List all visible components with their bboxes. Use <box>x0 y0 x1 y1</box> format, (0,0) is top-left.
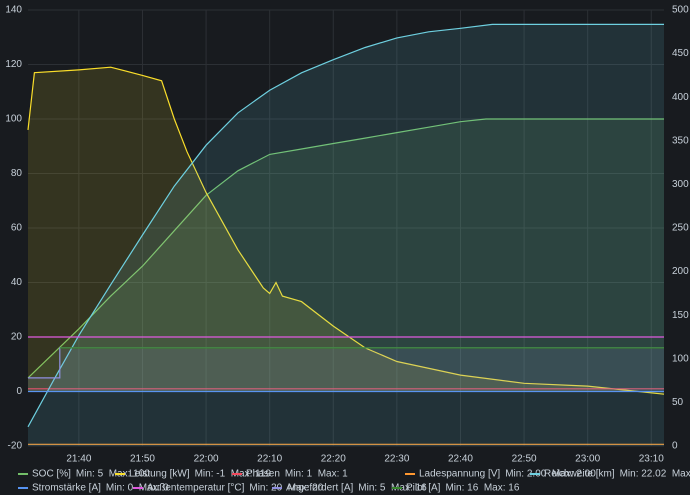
series-line <box>27 118 664 379</box>
legend-label: SOC [%] <box>32 469 71 480</box>
x-tick-label: 23:10 <box>639 454 664 465</box>
legend-swatch <box>18 473 28 475</box>
series-area <box>28 119 664 392</box>
x-tick-label: 22:00 <box>194 454 219 465</box>
y-tick-label: 0 <box>16 386 22 397</box>
legend-label: Stromstärke [A] <box>32 483 101 494</box>
y-tick-label: 40 <box>11 277 23 288</box>
series-area <box>28 24 664 447</box>
y2-tick-label: 250 <box>672 223 689 234</box>
y-tick-label: 80 <box>11 168 23 179</box>
legend-label: Leistung [kW] <box>129 469 190 480</box>
legend-stats: Min: 20 Max: 20 <box>249 483 323 494</box>
legend-stats: Min: 1 Max: 1 <box>285 469 348 480</box>
y2-tick-label: 500 <box>672 5 689 16</box>
legend-stats: Min: 5 Max: 100 <box>76 469 150 480</box>
series-line <box>27 23 664 428</box>
series-area <box>28 347 664 392</box>
y2-tick-label: 0 <box>672 441 678 452</box>
y2-tick-label: 50 <box>672 397 684 408</box>
x-tick-label: 22:30 <box>384 454 409 465</box>
legend-label: Reichweite [km] <box>544 469 615 480</box>
y2-tick-label: 450 <box>672 48 689 59</box>
y-tick-label: -20 <box>8 441 23 452</box>
y-tick-label: 100 <box>5 114 22 125</box>
legend-swatch <box>232 473 242 475</box>
legend-swatch <box>392 487 402 489</box>
y-tick-label: 20 <box>11 332 23 343</box>
y-tick-label: 120 <box>5 59 22 70</box>
legend-stats: Min: 22.02 Max: 483.45 <box>620 469 690 480</box>
legend-label: Außentemperatur [°C] <box>147 483 245 494</box>
x-tick-label: 21:40 <box>66 454 91 465</box>
x-tick-label: 22:20 <box>321 454 346 465</box>
legend-swatch <box>530 473 540 475</box>
x-tick-label: 22:10 <box>257 454 282 465</box>
y2-tick-label: 300 <box>672 179 689 190</box>
x-tick-label: 22:40 <box>448 454 473 465</box>
legend-swatch <box>18 487 28 489</box>
legend-stats: Min: 16 Max: 16 <box>445 483 519 494</box>
legend-swatch <box>133 487 143 489</box>
series-line <box>27 66 665 395</box>
y2-tick-label: 100 <box>672 353 689 364</box>
x-tick-label: 22:50 <box>512 454 537 465</box>
x-tick-label: 21:50 <box>130 454 155 465</box>
y2-tick-label: 350 <box>672 135 689 146</box>
series-area <box>28 67 664 395</box>
legend-swatch <box>115 473 125 475</box>
legend-stats: Min: 2.00 Max: 2.00 <box>505 469 596 480</box>
legend-swatch <box>272 487 282 489</box>
legend-label: Phasen <box>246 469 280 480</box>
legend-label: Pilot [A] <box>406 483 441 494</box>
legend-label: Angefordert [A] <box>286 483 353 494</box>
y2-tick-label: 400 <box>672 92 689 103</box>
legend-swatch <box>405 473 415 475</box>
legend-label: Ladespannung [V] <box>419 469 500 480</box>
y2-tick-label: 150 <box>672 310 689 321</box>
y-tick-label: 60 <box>11 223 23 234</box>
y-tick-label: 140 <box>5 5 22 16</box>
y2-tick-label: 200 <box>672 266 689 277</box>
x-tick-label: 23:00 <box>575 454 600 465</box>
